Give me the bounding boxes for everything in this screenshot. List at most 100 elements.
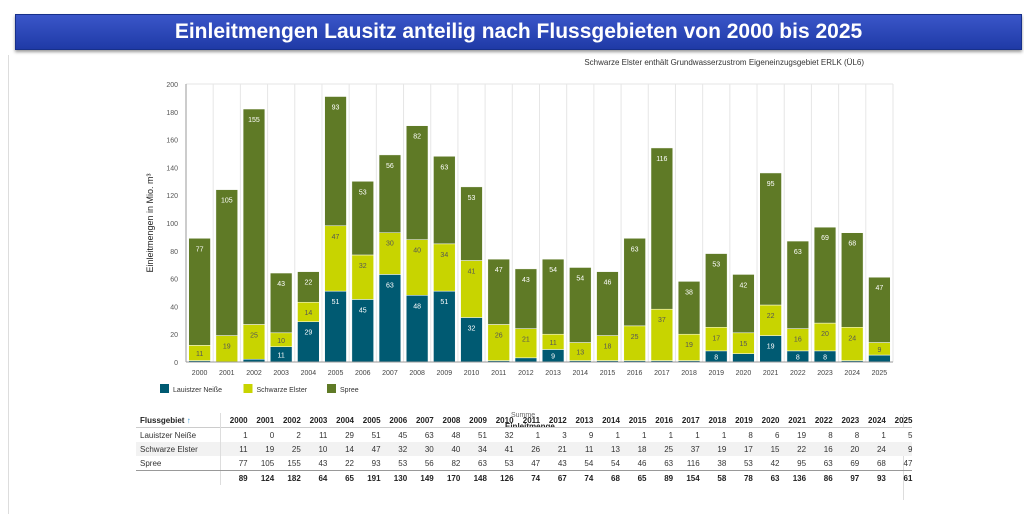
table-cell: 25 xyxy=(274,442,301,456)
bar-segment xyxy=(732,274,755,334)
total-cell: 154 xyxy=(686,473,700,483)
column-header-year[interactable]: 2001 xyxy=(256,415,275,425)
bar-segment xyxy=(705,253,728,328)
table-cell: 63 xyxy=(460,456,487,471)
column-header-year[interactable]: 2017 xyxy=(681,415,700,425)
table-cell: 25 xyxy=(646,442,674,456)
total-cell: 58 xyxy=(717,473,727,483)
column-header-year[interactable]: 2024 xyxy=(868,415,886,425)
column-header-year[interactable]: 2005 xyxy=(362,415,381,425)
table-cell: 8 xyxy=(726,427,753,442)
column-header-year[interactable]: 2004 xyxy=(336,415,354,425)
column-header-year[interactable]: 2014 xyxy=(602,415,620,425)
total-cell: 67 xyxy=(557,473,567,483)
column-header-year[interactable]: 2016 xyxy=(655,415,674,425)
column-header-year[interactable]: 2025 xyxy=(894,415,913,425)
y-tick-label: 60 xyxy=(170,277,178,284)
bar-segment xyxy=(351,254,374,300)
data-label: 105 xyxy=(221,198,233,205)
data-label: 38 xyxy=(685,289,693,296)
total-cell: 191 xyxy=(367,473,381,483)
x-tick-label: 2005 xyxy=(328,370,344,377)
column-header-year[interactable]: 2002 xyxy=(282,415,301,425)
column-header-year[interactable]: 2000 xyxy=(229,415,248,425)
table-cell: 40 xyxy=(433,442,461,456)
x-tick-label: 2022 xyxy=(790,370,806,377)
x-tick-label: 2006 xyxy=(355,370,371,377)
table-cell: 43 xyxy=(300,456,328,471)
y-tick-label: 0 xyxy=(174,360,178,367)
x-tick-label: 2024 xyxy=(844,370,860,377)
column-header-year[interactable]: 2015 xyxy=(628,415,647,425)
column-header-year[interactable]: 2009 xyxy=(469,415,487,425)
data-label: 53 xyxy=(712,262,720,269)
sort-up-icon[interactable]: ↑ xyxy=(186,415,191,425)
column-header-year[interactable]: 2020 xyxy=(761,415,780,425)
legend-label: Schwarze Elster xyxy=(257,387,308,394)
table-cell: 15 xyxy=(752,442,780,456)
column-header-year[interactable]: 2010 xyxy=(495,415,514,425)
x-tick-label: 2017 xyxy=(654,370,670,377)
data-label: 20 xyxy=(821,331,829,338)
x-tick-label: 2001 xyxy=(219,370,235,377)
row-label: Spree xyxy=(136,456,221,471)
bar-segment xyxy=(759,172,782,306)
legend-swatch xyxy=(243,384,253,393)
bar-segment xyxy=(677,281,701,335)
table-cell: 1 xyxy=(699,427,727,442)
table-cell: 30 xyxy=(407,442,434,456)
column-header-year[interactable]: 2019 xyxy=(735,415,753,425)
y-tick-label: 40 xyxy=(170,304,178,311)
column-header-year[interactable]: 2007 xyxy=(415,415,434,425)
table-cell: 19 xyxy=(699,442,727,456)
column-header-year[interactable]: 2006 xyxy=(389,415,408,425)
bar-segment xyxy=(841,232,864,328)
table-cell: 77 xyxy=(220,456,248,471)
column-header-year[interactable]: 2018 xyxy=(708,415,727,425)
table-cell: 17 xyxy=(726,442,753,456)
table-cell: 19 xyxy=(779,427,807,442)
data-label: 63 xyxy=(440,164,448,171)
column-header-year[interactable]: 2003 xyxy=(309,415,328,425)
x-tick-label: 2025 xyxy=(872,370,888,377)
bar-segment xyxy=(487,258,510,325)
column-header-year[interactable]: 2022 xyxy=(814,415,833,425)
data-label: 41 xyxy=(468,269,476,276)
y-tick-label: 180 xyxy=(166,110,178,117)
bar-segment xyxy=(623,325,646,361)
data-label: 25 xyxy=(250,332,258,339)
table-cell: 155 xyxy=(274,456,301,471)
data-label: 48 xyxy=(413,303,421,310)
table-cell: 32 xyxy=(486,427,514,442)
table-cell: 105 xyxy=(247,456,275,471)
data-label: 9 xyxy=(877,347,881,354)
column-header-year[interactable]: 2011 xyxy=(522,415,541,425)
data-label: 77 xyxy=(196,246,204,253)
total-cell: 68 xyxy=(611,473,620,483)
table-cell: 21 xyxy=(540,442,567,456)
bar-segment xyxy=(378,232,402,275)
data-label: 40 xyxy=(413,248,421,255)
data-label: 53 xyxy=(468,195,476,202)
column-header-year[interactable]: 2013 xyxy=(575,415,594,425)
x-tick-label: 2003 xyxy=(273,370,289,377)
legend-swatch xyxy=(160,384,169,393)
column-header-year[interactable]: 2021 xyxy=(788,415,807,425)
column-header-year[interactable]: 2023 xyxy=(841,415,860,425)
column-header-flussgebiet[interactable]: Flussgebiet ↑ xyxy=(136,413,221,428)
bar-segment xyxy=(242,108,266,325)
total-cell: 182 xyxy=(287,473,301,483)
table-cell: 82 xyxy=(433,456,461,471)
column-header-year[interactable]: 2012 xyxy=(548,415,567,425)
table-cell: 1 xyxy=(673,427,700,442)
x-tick-label: 2015 xyxy=(600,370,616,377)
data-label: 63 xyxy=(631,246,639,253)
table-cell: 46 xyxy=(619,456,647,471)
table-cell: 6 xyxy=(752,427,780,442)
column-header-year[interactable]: 2008 xyxy=(442,415,461,425)
table-measure-header: Einleitmenge xyxy=(505,422,555,431)
data-label: 8 xyxy=(796,354,800,361)
bar-segment xyxy=(514,357,538,363)
table-cell: 1 xyxy=(220,427,248,442)
table-cell: 63 xyxy=(806,456,833,471)
